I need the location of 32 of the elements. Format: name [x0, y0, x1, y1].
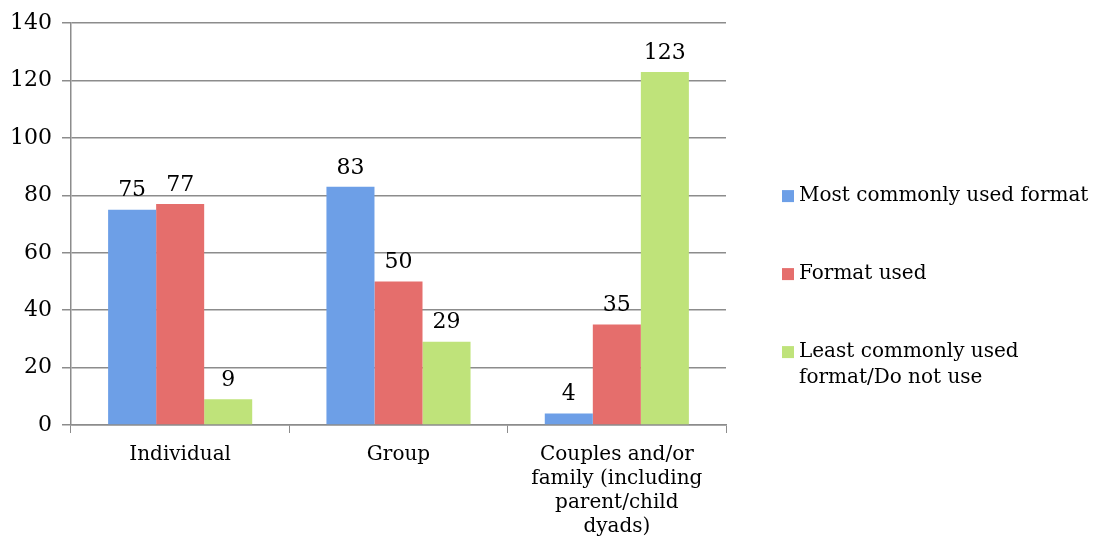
x-tick-label: Individual [129, 441, 231, 466]
bar [592, 324, 641, 425]
y-tick-label: 0 [37, 410, 52, 436]
legend-label: Format used [799, 260, 927, 285]
bar [374, 281, 423, 425]
y-tick-label: 20 [23, 353, 52, 379]
y-tick-label: 60 [23, 238, 52, 264]
bar [640, 71, 689, 425]
data-label: 123 [643, 38, 686, 64]
data-label: 9 [221, 365, 236, 391]
bar [108, 209, 157, 425]
bar [544, 413, 593, 425]
data-label: 83 [336, 153, 365, 179]
data-label: 77 [166, 170, 195, 196]
x-tick-label: Couples and/or family (including parent/child dyads) [531, 441, 703, 538]
bar [204, 399, 253, 425]
data-label: 29 [432, 308, 461, 334]
y-tick-label: 140 [9, 8, 52, 34]
y-tick-label: 40 [23, 295, 52, 321]
y-tick-label: 120 [9, 66, 52, 92]
bar [422, 341, 471, 425]
data-label: 75 [118, 176, 147, 202]
y-tick-label: 100 [9, 123, 52, 149]
data-label: 4 [561, 380, 576, 406]
data-label: 35 [602, 291, 631, 317]
y-tick-label: 80 [23, 181, 52, 207]
data-label: 50 [384, 248, 413, 274]
legend-label: Least commonly used format/Do not use [799, 338, 1019, 389]
x-tick-label: Group [366, 441, 431, 466]
bar [156, 204, 205, 425]
bar [326, 186, 375, 425]
legend-label: Most commonly used format [799, 182, 1089, 207]
